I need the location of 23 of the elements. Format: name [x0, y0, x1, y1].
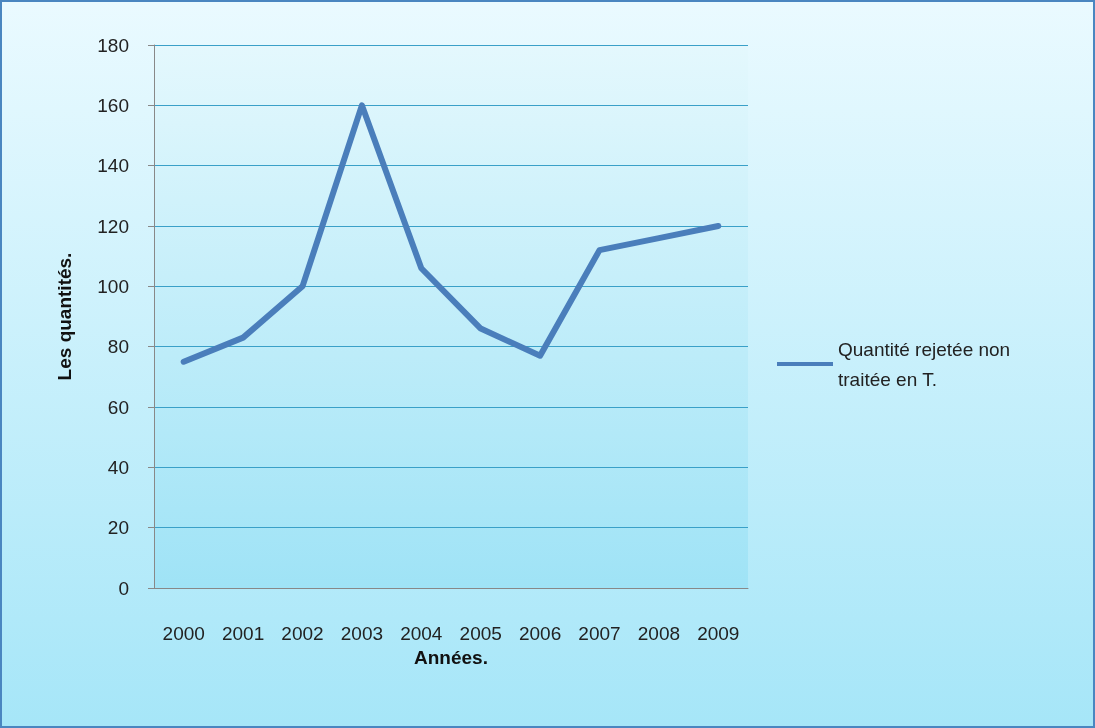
x-tick-label: 2006: [518, 623, 562, 644]
y-tick-label: 80: [107, 336, 129, 358]
x-tick-label: 2009: [697, 623, 740, 644]
y-tick-label: 120: [97, 215, 129, 237]
x-axis-title: Années.: [414, 646, 488, 668]
y-tick-label: 140: [97, 155, 129, 177]
y-axis-title: Les quantités.: [54, 252, 75, 381]
x-tick-label: 2000: [162, 623, 205, 644]
x-tick-label: 2008: [637, 623, 681, 644]
y-tick-label: 60: [107, 396, 129, 418]
y-tick-label: 100: [97, 275, 129, 297]
x-tick-label: 2003: [340, 623, 384, 644]
x-tick-label: 2004: [400, 623, 443, 644]
x-tick-label: 2007: [578, 623, 621, 644]
legend-label: Quantité rejetée non traitée en T.: [838, 338, 1016, 390]
x-tick-label: 2005: [459, 623, 502, 644]
y-tick-label: 20: [107, 517, 129, 539]
y-tick-label: 180: [97, 34, 129, 56]
y-tick-label: 0: [118, 577, 129, 599]
y-tick-label: 160: [97, 94, 129, 116]
x-tick-label: 2002: [281, 623, 324, 644]
y-tick-label: 40: [107, 456, 129, 478]
x-tick-label: 2001: [221, 623, 265, 644]
